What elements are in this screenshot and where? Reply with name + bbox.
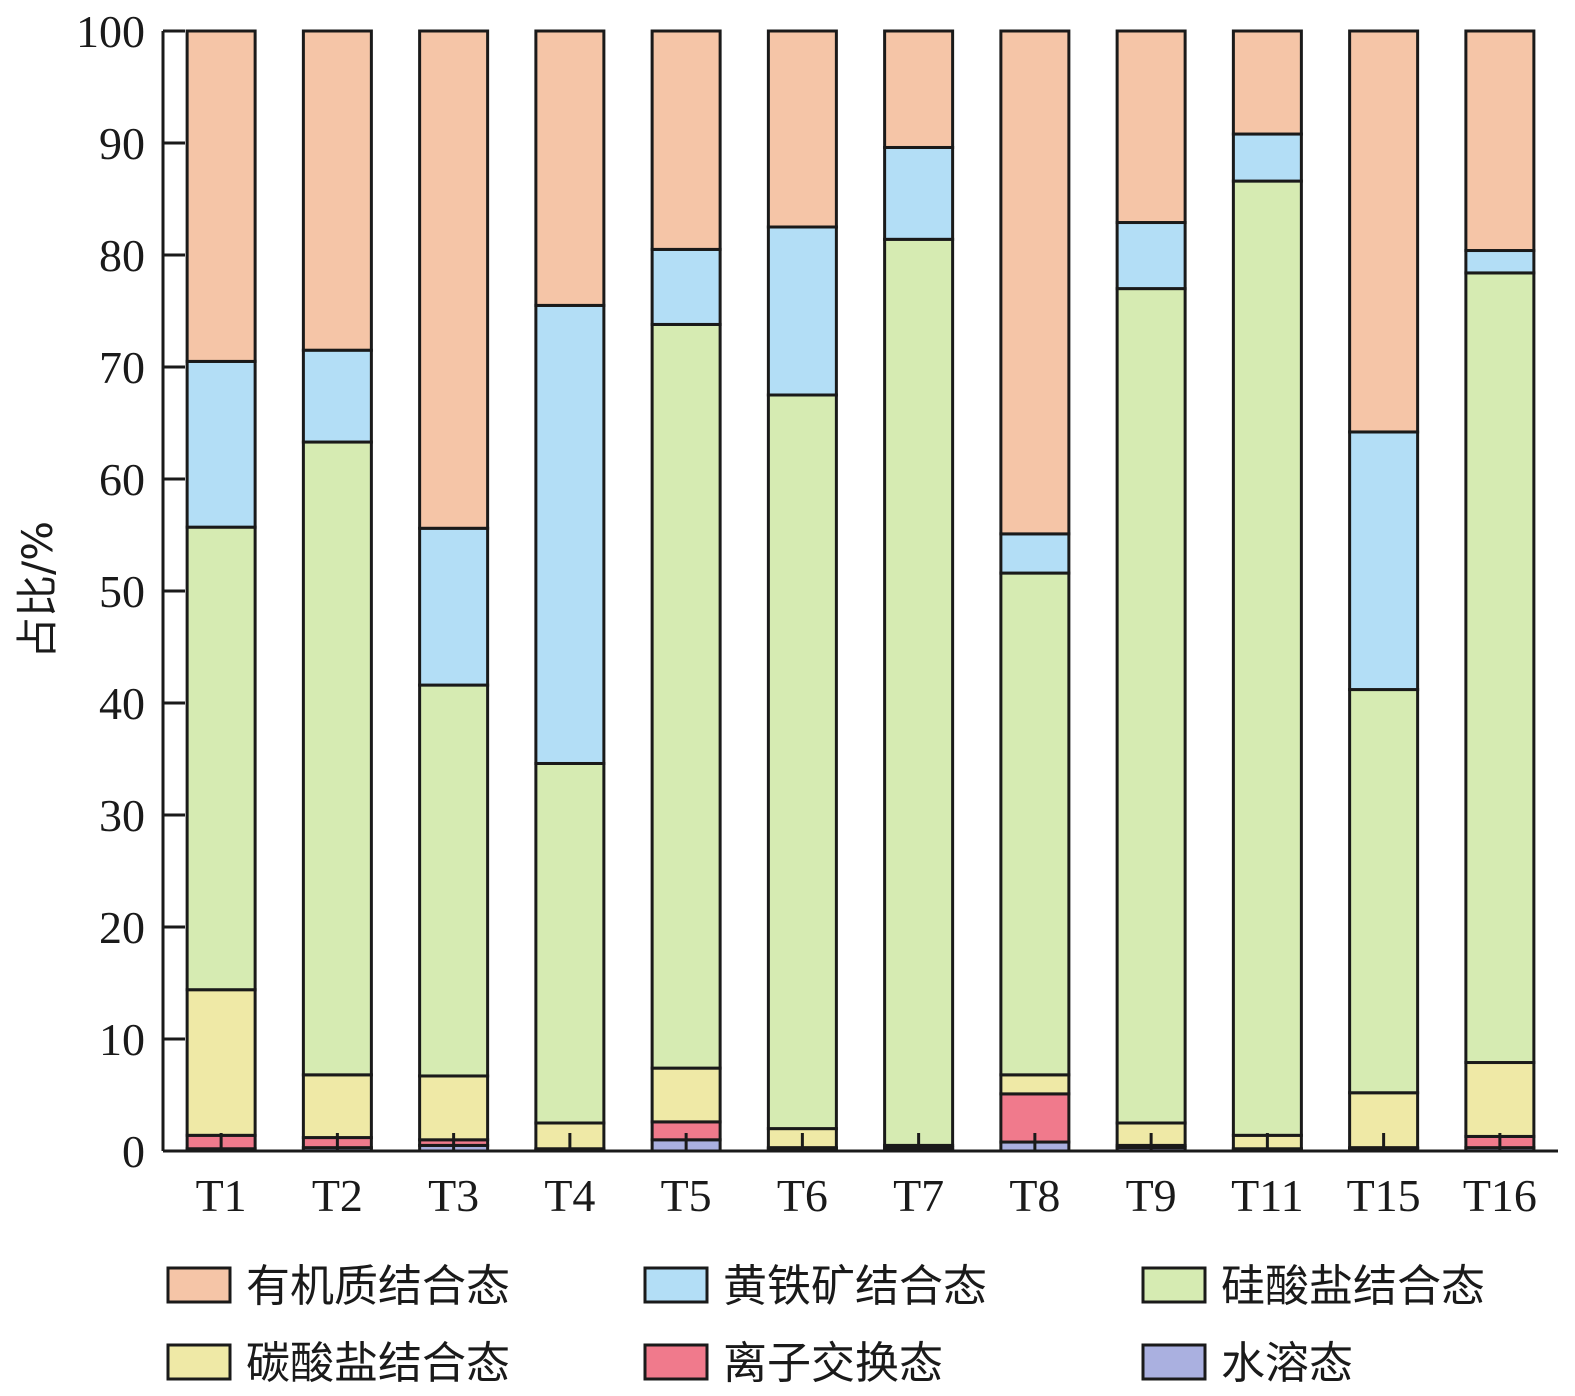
- legend-swatch-5: [1141, 1343, 1207, 1381]
- bar-segment-T6-5: [766, 29, 838, 229]
- legend-swatch-2: [1141, 1266, 1207, 1304]
- bar-segment-T1-5: [185, 29, 257, 363]
- bar-segment-T1-3: [185, 525, 257, 992]
- legend-swatch-0: [166, 1266, 232, 1304]
- x-tick-label-T3: T3: [428, 1170, 479, 1221]
- bar-segment-T16-4: [1464, 249, 1536, 275]
- bar-segment-T8-4: [999, 532, 1071, 575]
- bar-segment-T9-4: [1115, 221, 1187, 291]
- bar-segment-T9-5: [1115, 29, 1187, 225]
- y-tick-label-20: 20: [99, 902, 145, 953]
- legend-label-1: 黄铁矿结合态: [723, 1261, 987, 1312]
- y-axis-title: 占比/%: [13, 521, 62, 659]
- x-tick-label-T15: T15: [1347, 1170, 1421, 1221]
- bar-segment-T16-2: [1464, 1061, 1536, 1138]
- x-tick-label-T6: T6: [777, 1170, 828, 1221]
- bar-segment-T16-5: [1464, 29, 1536, 253]
- x-tick-label-T4: T4: [544, 1170, 595, 1221]
- bar-segment-T8-2: [999, 1073, 1071, 1096]
- y-tick-label-0: 0: [122, 1126, 145, 1177]
- bar-segment-T11-4: [1231, 132, 1303, 183]
- y-tick-label-10: 10: [99, 1014, 145, 1065]
- legend-swatch-1: [643, 1266, 709, 1304]
- legend-label-4: 离子交换态: [723, 1338, 943, 1389]
- y-tick-label-30: 30: [99, 790, 145, 841]
- axes-layer: [161, 29, 1558, 1153]
- bars-layer: [185, 29, 1536, 1153]
- bar-segment-T5-2: [650, 1066, 722, 1124]
- legend-label-0: 有机质结合态: [246, 1261, 510, 1312]
- bar-segment-T5-3: [650, 322, 722, 1070]
- bar-segment-T7-5: [883, 29, 955, 149]
- x-tick-label-T9: T9: [1126, 1170, 1177, 1221]
- bar-segment-T1-4: [185, 359, 257, 529]
- bar-segment-T7-3: [883, 237, 955, 1147]
- bar-segment-T4-4: [534, 303, 606, 765]
- bar-segment-T4-5: [534, 29, 606, 307]
- y-tick-label-70: 70: [99, 342, 145, 393]
- legend-label-5: 水溶态: [1221, 1338, 1353, 1389]
- bar-segment-T2-3: [301, 440, 373, 1077]
- x-tick-labels: T1 T2 T3 T4 T5 T6 T7 T8 T9 T11 T15 T16: [196, 1170, 1537, 1221]
- y-tick-label-80: 80: [99, 230, 145, 281]
- bar-segment-T7-4: [883, 145, 955, 241]
- y-tick-label-100: 100: [76, 6, 145, 57]
- bar-segment-T3-4: [418, 526, 490, 687]
- bar-segment-T5-4: [650, 247, 722, 326]
- bar-segment-T15-4: [1348, 430, 1420, 692]
- bar-segment-T16-3: [1464, 271, 1536, 1065]
- bar-segment-T8-5: [999, 29, 1071, 536]
- y-tick-labels: 0 10 20 30 40 50 60 70 80 90 100: [76, 6, 145, 1177]
- x-tick-label-T2: T2: [312, 1170, 363, 1221]
- y-tick-label-90: 90: [99, 118, 145, 169]
- bar-segment-T8-3: [999, 571, 1071, 1077]
- y-tick-label-40: 40: [99, 678, 145, 729]
- x-tick-label-T7: T7: [893, 1170, 944, 1221]
- bar-segment-T6-3: [766, 393, 838, 1131]
- legend-swatch-4: [643, 1343, 709, 1381]
- y-tick-label-60: 60: [99, 454, 145, 505]
- bar-segment-T9-3: [1115, 287, 1187, 1125]
- y-tick-label-50: 50: [99, 566, 145, 617]
- x-tick-label-T16: T16: [1463, 1170, 1537, 1221]
- bar-segment-T15-5: [1348, 29, 1420, 434]
- bar-segment-T3-5: [418, 29, 490, 530]
- bar-segment-T15-3: [1348, 688, 1420, 1095]
- legend-label-3: 碳酸盐结合态: [246, 1338, 510, 1389]
- bar-segment-T2-5: [301, 29, 373, 352]
- x-tick-label-T1: T1: [196, 1170, 247, 1221]
- legend-swatch-3: [166, 1343, 232, 1381]
- legend-label-2: 硅酸盐结合态: [1221, 1261, 1485, 1312]
- x-tick-label-T8: T8: [1009, 1170, 1060, 1221]
- bar-segment-T6-4: [766, 225, 838, 397]
- bar-segment-T2-4: [301, 348, 373, 444]
- x-tick-label-T11: T11: [1231, 1170, 1303, 1221]
- x-tick-label-T5: T5: [661, 1170, 712, 1221]
- bar-segment-T1-2: [185, 988, 257, 1137]
- bar-segment-T5-5: [650, 29, 722, 251]
- bar-segment-T11-5: [1231, 29, 1303, 136]
- bar-segment-T3-3: [418, 683, 490, 1078]
- bar-segment-T2-2: [301, 1073, 373, 1140]
- bar-segment-T3-2: [418, 1074, 490, 1142]
- bar-segment-T4-3: [534, 761, 606, 1125]
- bar-segment-T11-3: [1231, 179, 1303, 1137]
